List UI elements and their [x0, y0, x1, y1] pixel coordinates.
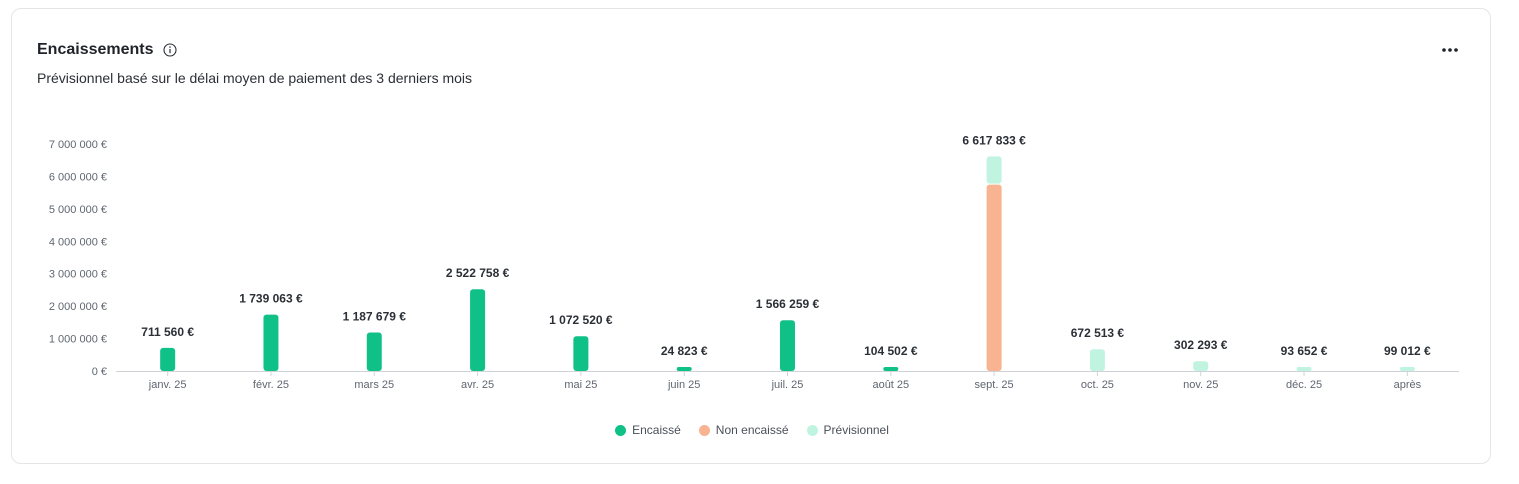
data-label: 672 513 €	[1071, 326, 1125, 340]
bar-segment	[883, 367, 899, 371]
x-tick-label: juin 25	[667, 379, 700, 391]
chart-legend: Encaissé Non encaissé Prévisionnel	[12, 423, 1492, 437]
info-circle-icon[interactable]	[162, 43, 177, 57]
data-label: 302 293 €	[1174, 338, 1228, 352]
legend-swatch	[698, 424, 710, 436]
x-tick-label: déc. 25	[1286, 379, 1322, 391]
chart-title: Encaissements	[37, 41, 154, 58]
x-tick-label: mai 25	[564, 379, 597, 391]
data-label: 104 502 €	[864, 344, 918, 358]
legend-item[interactable]: Encaissé	[615, 423, 681, 437]
data-label: 1 072 520 €	[549, 313, 613, 327]
title-row: Encaissements	[37, 41, 177, 59]
legend-label: Prévisionnel	[823, 423, 889, 437]
x-tick-label: sept. 25	[975, 379, 1014, 391]
more-horizontal-icon	[1442, 48, 1458, 52]
y-tick-label: 1 000 000 €	[49, 334, 107, 346]
bar-segment	[986, 184, 1002, 371]
data-label: 99 012 €	[1384, 344, 1431, 358]
legend-swatch	[806, 424, 818, 436]
legend-item[interactable]: Non encaissé	[698, 423, 789, 437]
x-tick-label: avr. 25	[461, 379, 494, 391]
bar-chart: 0 € 1 000 000 € 2 000 000 € 3 000 000 € 4 00…	[49, 133, 1459, 391]
bar-segment	[1193, 361, 1209, 371]
y-tick-label: 7 000 000 €	[49, 139, 107, 151]
bar-segment	[366, 332, 382, 371]
bar-segment	[573, 336, 589, 371]
bar-segment	[1296, 367, 1312, 371]
encaissements-card: Encaissements Prévisionnel basé sur le d…	[11, 8, 1491, 464]
more-options-button[interactable]	[1436, 39, 1464, 61]
data-label: 2 522 758 €	[446, 266, 510, 280]
y-tick-label: 5 000 000 €	[49, 204, 107, 216]
bar-segment	[1399, 367, 1415, 371]
y-tick-label: 0 €	[92, 366, 107, 378]
data-label: 24 823 €	[661, 344, 708, 358]
y-tick-label: 2 000 000 €	[49, 301, 107, 313]
legend-item[interactable]: Prévisionnel	[806, 423, 889, 437]
x-tick-label: oct. 25	[1081, 379, 1114, 391]
legend-swatch	[615, 424, 627, 436]
x-tick-label: après	[1394, 379, 1422, 391]
data-label: 6 617 833 €	[962, 133, 1026, 147]
bar-segment	[263, 314, 279, 371]
x-tick-label: juil. 25	[771, 379, 804, 391]
bar-segment	[986, 156, 1002, 184]
x-tick-label: août 25	[872, 379, 909, 391]
x-tick-label: nov. 25	[1183, 379, 1218, 391]
bar-segment	[1089, 349, 1105, 371]
y-tick-label: 3 000 000 €	[49, 269, 107, 281]
legend-label: Encaissé	[632, 423, 681, 437]
data-label: 1 187 679 €	[343, 309, 407, 323]
chart-subtitle: Prévisionnel basé sur le délai moyen de …	[37, 70, 473, 86]
bar-segment	[676, 367, 692, 371]
x-tick-label: févr. 25	[253, 379, 289, 391]
data-label: 711 560 €	[141, 325, 194, 339]
y-tick-label: 4 000 000 €	[49, 236, 107, 248]
y-tick-label: 6 000 000 €	[49, 171, 107, 183]
x-tick-label: janv. 25	[148, 379, 187, 391]
data-label: 1 566 259 €	[756, 297, 820, 311]
data-label: 93 652 €	[1281, 344, 1328, 358]
data-label: 1 739 063 €	[239, 292, 303, 306]
legend-label: Non encaissé	[715, 423, 789, 437]
bar-segment	[160, 347, 176, 371]
x-tick-label: mars 25	[354, 379, 394, 391]
bar-segment	[780, 320, 795, 371]
bar-segment	[470, 289, 486, 371]
